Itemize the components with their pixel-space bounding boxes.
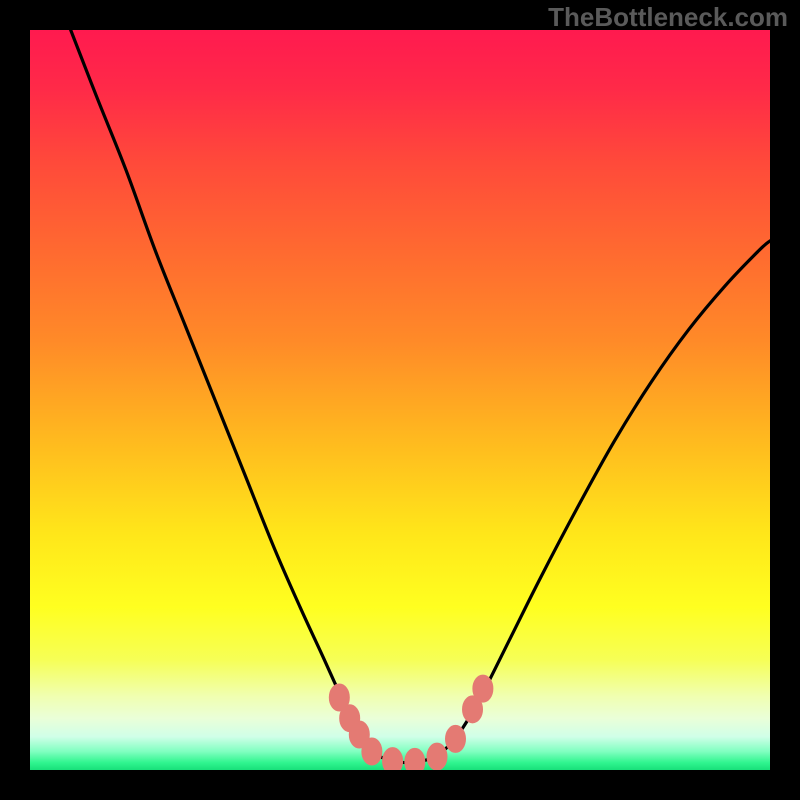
curve-marker	[427, 743, 447, 770]
curve-layer	[30, 30, 770, 770]
curve-marker	[446, 725, 466, 752]
plot-area	[30, 30, 770, 770]
watermark-text: TheBottleneck.com	[548, 2, 788, 33]
curve-marker	[473, 675, 493, 702]
curve-marker	[362, 738, 382, 765]
marker-group	[329, 675, 493, 770]
curve-marker	[405, 748, 425, 770]
curve-marker	[383, 748, 403, 770]
chart-container: TheBottleneck.com	[0, 0, 800, 800]
bottleneck-curve	[71, 30, 770, 763]
